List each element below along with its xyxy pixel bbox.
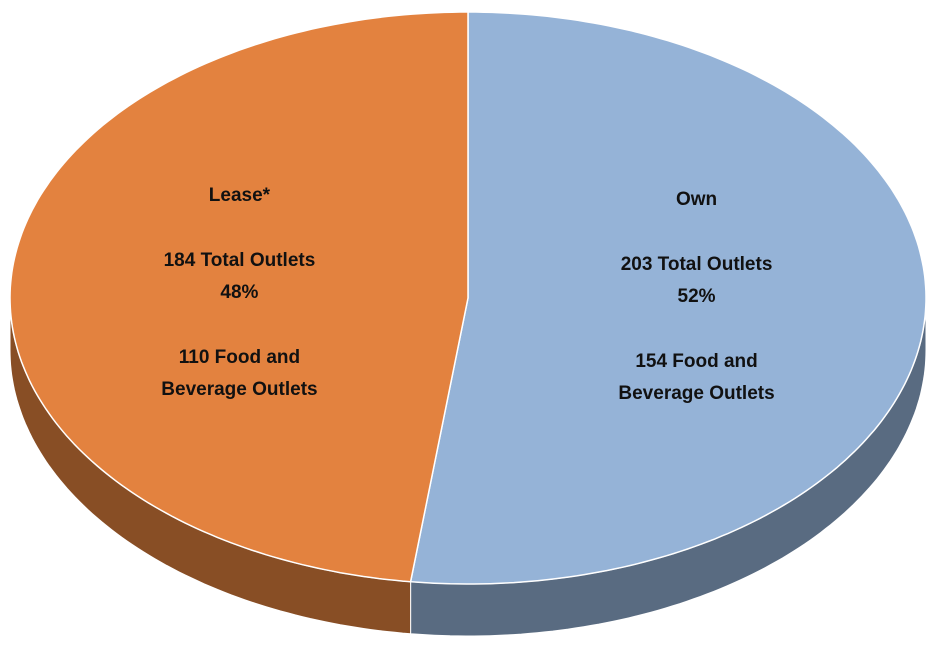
slice-percent: 48% — [220, 282, 258, 303]
slice-side — [410, 298, 927, 636]
slice-food: 154 Food and — [635, 351, 757, 372]
slice-total: 203 Total Outlets — [621, 254, 773, 275]
slice-category: Own — [676, 189, 717, 210]
slice-total: 184 Total Outlets — [164, 250, 316, 271]
slice-food: Beverage Outlets — [161, 379, 317, 400]
slice-food: 110 Food and — [179, 347, 300, 368]
slice-percent: 52% — [678, 286, 716, 307]
slice-side — [10, 298, 411, 634]
slice-food: Beverage Outlets — [618, 383, 774, 404]
slice-category: Lease* — [209, 185, 271, 206]
slice — [409, 11, 927, 585]
slice — [9, 11, 469, 583]
